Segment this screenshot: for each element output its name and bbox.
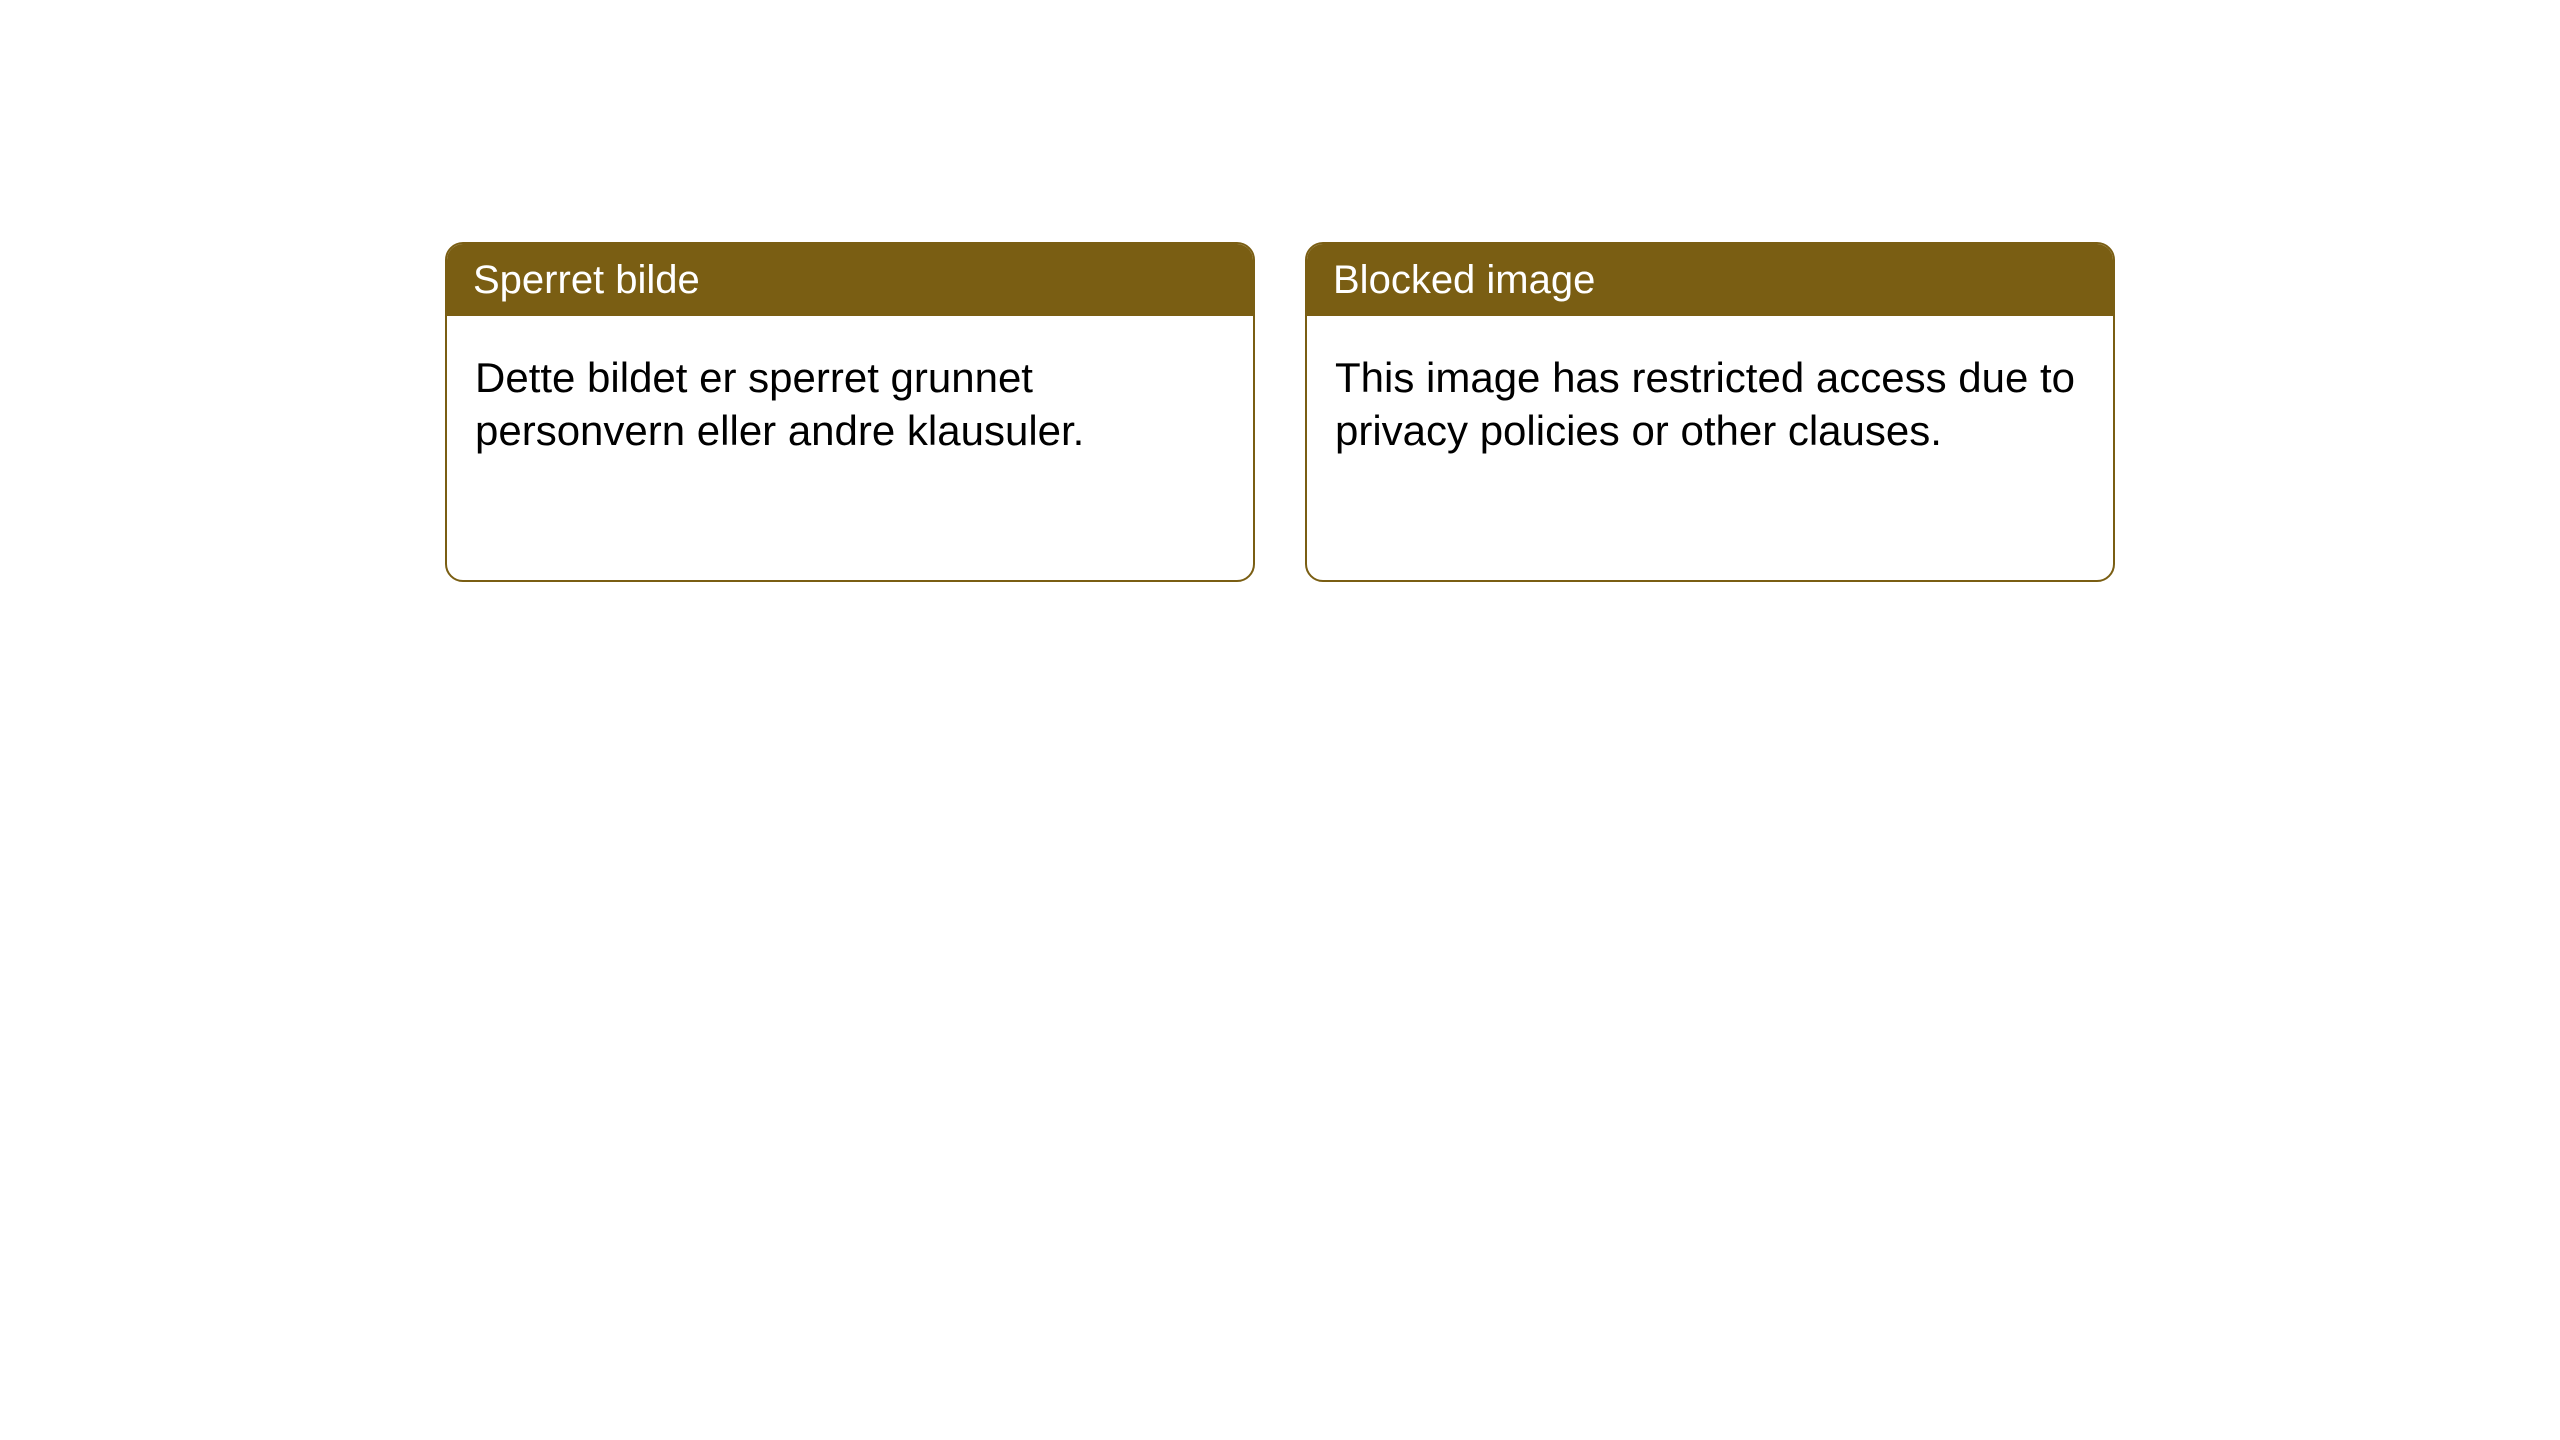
notice-title: Blocked image xyxy=(1333,258,1595,302)
notice-header: Sperret bilde xyxy=(447,244,1253,316)
notice-body-text: Dette bildet er sperret grunnet personve… xyxy=(475,354,1084,454)
notice-header: Blocked image xyxy=(1307,244,2113,316)
notice-body: This image has restricted access due to … xyxy=(1307,316,2113,493)
notice-card-english: Blocked image This image has restricted … xyxy=(1305,242,2115,582)
notice-card-norwegian: Sperret bilde Dette bildet er sperret gr… xyxy=(445,242,1255,582)
notice-title: Sperret bilde xyxy=(473,258,700,302)
notice-body-text: This image has restricted access due to … xyxy=(1335,354,2075,454)
notice-body: Dette bildet er sperret grunnet personve… xyxy=(447,316,1253,493)
notice-container: Sperret bilde Dette bildet er sperret gr… xyxy=(445,242,2115,582)
